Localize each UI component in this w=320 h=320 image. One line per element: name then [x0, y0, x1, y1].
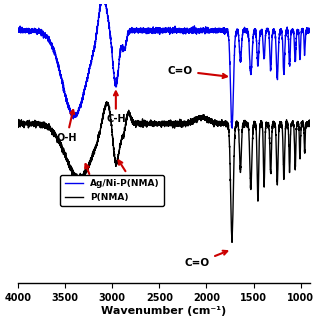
Ag/Ni-P(NMA)	[230, 126, 234, 130]
P(NMA)	[169, 121, 173, 125]
Ag/Ni-P(NMA)	[25, 29, 28, 33]
P(NMA)	[39, 122, 43, 125]
Ag/Ni-P(NMA)	[96, 25, 100, 28]
Ag/Ni-P(NMA)	[169, 28, 173, 32]
P(NMA)	[230, 240, 234, 244]
Ag/Ni-P(NMA)	[308, 27, 312, 30]
Text: C-H: C-H	[106, 92, 126, 124]
Text: O-H: O-H	[83, 164, 103, 189]
Ag/Ni-P(NMA)	[16, 27, 20, 31]
Text: C=O: C=O	[185, 251, 227, 268]
Ag/Ni-P(NMA)	[185, 28, 189, 32]
Line: P(NMA): P(NMA)	[18, 102, 310, 242]
P(NMA)	[96, 140, 100, 144]
P(NMA)	[16, 121, 20, 124]
Text: C-H: C-H	[119, 160, 142, 186]
X-axis label: Wavenumber (cm⁻¹): Wavenumber (cm⁻¹)	[101, 306, 227, 316]
Text: C=O: C=O	[167, 66, 227, 78]
Legend: Ag/Ni-P(NMA), P(NMA): Ag/Ni-P(NMA), P(NMA)	[60, 175, 164, 206]
Text: O-H: O-H	[57, 110, 77, 143]
P(NMA)	[25, 119, 28, 123]
P(NMA)	[308, 121, 312, 125]
P(NMA)	[105, 100, 108, 104]
P(NMA)	[185, 120, 189, 124]
Ag/Ni-P(NMA)	[183, 29, 187, 33]
Line: Ag/Ni-P(NMA): Ag/Ni-P(NMA)	[18, 0, 310, 128]
P(NMA)	[183, 119, 187, 123]
Ag/Ni-P(NMA)	[39, 28, 43, 31]
